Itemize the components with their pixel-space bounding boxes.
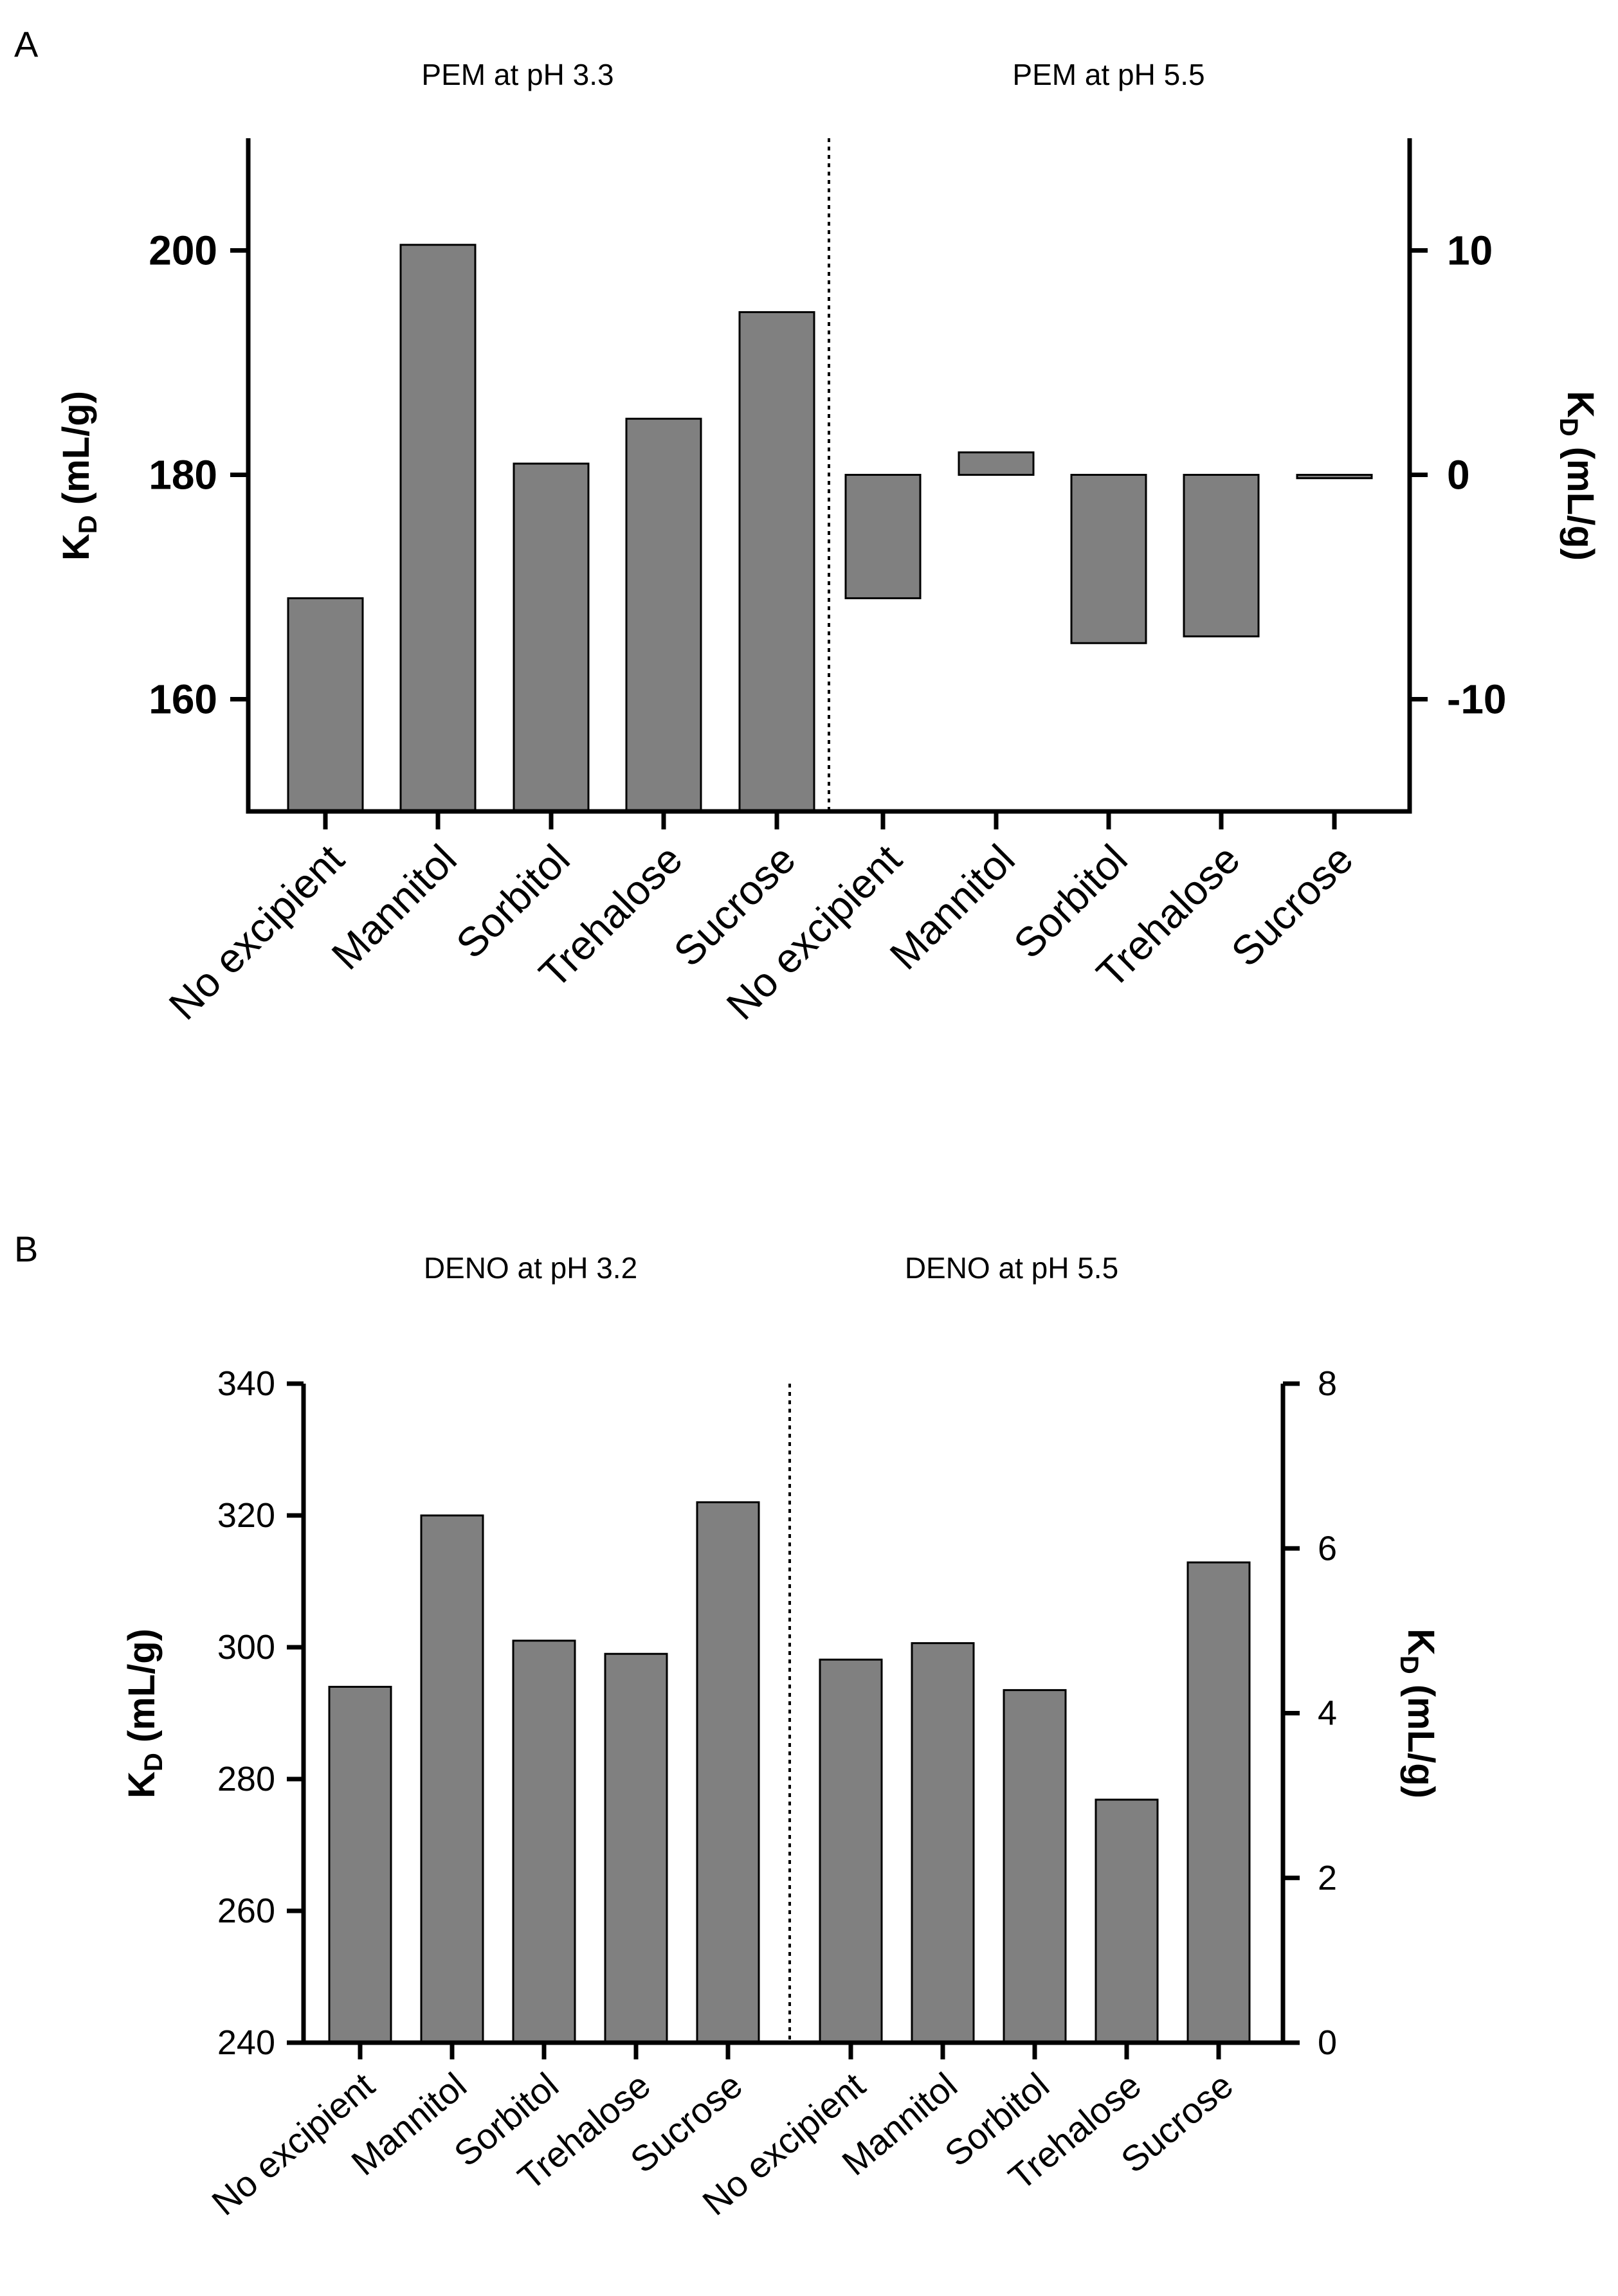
panel-b-letter: B — [14, 1229, 38, 1269]
panel-b-right-y-ticks: 0 2 4 6 8 — [1283, 1364, 1337, 2062]
panel-a-right-y-axis-label: KD (mL/g) — [1554, 391, 1601, 561]
panel-a-right-category-label: Sucrose — [1223, 836, 1362, 975]
panel-a-left-bar-sorbitol — [513, 462, 590, 813]
panel-a-category-labels: No excipientMannitolSorbitolTrehaloseSuc… — [160, 811, 1362, 1029]
panel-b-right-y-tick-label: 0 — [1318, 2023, 1337, 2062]
panel-b-left-y-tick-label: 240 — [217, 2023, 275, 2062]
panel-b-right-bar-mannitol — [911, 1642, 975, 2044]
panel-b-left-title: DENO at pH 3.2 — [424, 1251, 637, 1285]
panel-a-left-y-tick-label: 160 — [149, 676, 217, 723]
panel-b-right-y-tick-label: 4 — [1318, 1694, 1337, 1733]
panel-a-right-y-tick-label: 10 — [1447, 228, 1493, 274]
panel-b-left-y-tick-label: 260 — [217, 1892, 275, 1930]
panel-a-left-y-tick-label: 180 — [149, 452, 217, 498]
panel-b-category-labels: No excipientMannitolSorbitolTrehaloseSuc… — [204, 2043, 1241, 2223]
panel-b-left-y-tick-label: 300 — [217, 1628, 275, 1667]
panel-b-right-bar-sucrose — [1186, 1561, 1251, 2044]
panel-a-left-category-label: No excipient — [160, 836, 353, 1029]
panel-a-left-bars — [287, 244, 815, 813]
panel-b-left-y-ticks: 240 260 280 300 320 340 — [217, 1364, 304, 2062]
panel-b-right-bars — [819, 1561, 1251, 2044]
panel-a-right-category-label: Mannitol — [881, 836, 1024, 979]
panel-a-right-bar-sorbitol — [1070, 474, 1147, 644]
panel-b-left-y-tick-label: 340 — [217, 1364, 275, 1403]
panel-b-left-y-tick-label: 280 — [217, 1760, 275, 1798]
panel-b-right-bar-trehalose — [1095, 1798, 1159, 2044]
panel-b-right-y-tick-label: 8 — [1318, 1364, 1337, 1403]
panel-b-right-y-tick-label: 2 — [1318, 1859, 1337, 1897]
panel-b-right-y-tick-label: 6 — [1318, 1529, 1337, 1568]
panel-b-left-y-axis-label: KD (mL/g) — [121, 1629, 168, 1798]
panel-a-left-category-label: Mannitol — [323, 836, 466, 979]
panel-b-right-bar-sorbitol — [1003, 1689, 1067, 2044]
panel-b-left-bar-sorbitol — [512, 1640, 576, 2044]
panel-a: A PEM at pH 3.3 PEM at pH 5.5 160180200 … — [14, 24, 1601, 1029]
panel-b-left-bar-no-excipient — [328, 1686, 392, 2044]
panel-a-left-bar-sucrose — [738, 311, 815, 813]
panel-a-left-title: PEM at pH 3.3 — [421, 58, 614, 91]
panel-b-right-title: DENO at pH 5.5 — [905, 1251, 1118, 1285]
panel-a-left-y-ticks: 160 180 200 — [149, 228, 248, 723]
panel-b-left-bar-trehalose — [604, 1652, 668, 2044]
panel-b-left-y-tick-label: 320 — [217, 1496, 275, 1535]
panel-a-right-bars — [844, 451, 1373, 644]
panel-a-left-bar-mannitol — [399, 244, 477, 813]
panel-b-right-bar-no-excipient — [819, 1658, 883, 2044]
panel-b-left-bar-sucrose — [696, 1501, 760, 2044]
panel-b-right-y-axis-label: KD (mL/g) — [1395, 1629, 1442, 1798]
panel-a-right-y-tick-label: 0 — [1447, 452, 1470, 498]
panel-b-left-bar-mannitol — [420, 1514, 484, 2044]
panel-a-right-bar-trehalose — [1183, 474, 1260, 638]
panel-a-letter: A — [14, 24, 39, 64]
panel-a-right-y-ticks: -10 0 10 — [1410, 228, 1507, 723]
panel-a-left-bar-trehalose — [625, 417, 702, 813]
panel-b-left-bars — [328, 1501, 760, 2044]
panel-a-left-bar-no-excipient — [287, 597, 364, 813]
panel-a-left-y-tick-label: 200 — [149, 228, 217, 274]
panel-a-right-bar-sucrose — [1296, 474, 1373, 480]
panel-a-right-bar-no-excipient — [844, 474, 922, 599]
panel-a-right-bar-mannitol — [958, 451, 1035, 476]
panel-a-left-y-axis-label: KD (mL/g) — [55, 391, 102, 561]
panel-a-right-title: PEM at pH 5.5 — [1012, 58, 1204, 91]
panel-a-right-y-tick-label: -10 — [1447, 676, 1507, 723]
panel-b: B DENO at pH 3.2 DENO at pH 5.5 24026028… — [14, 1229, 1442, 2223]
